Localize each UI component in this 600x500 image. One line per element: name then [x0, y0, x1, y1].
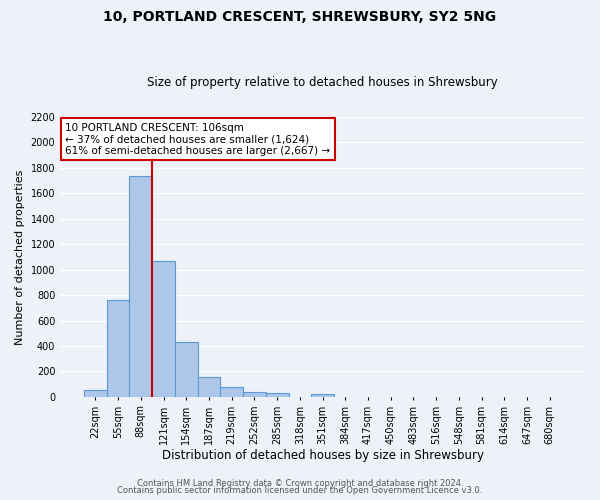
Text: Contains HM Land Registry data © Crown copyright and database right 2024.: Contains HM Land Registry data © Crown c…: [137, 478, 463, 488]
Bar: [152, 260, 175, 397]
X-axis label: Distribution of detached houses by size in Shrewsbury: Distribution of detached houses by size …: [161, 450, 484, 462]
Bar: [311, 394, 334, 397]
Y-axis label: Number of detached properties: Number of detached properties: [15, 169, 25, 344]
Bar: [220, 386, 243, 397]
Bar: [175, 342, 197, 397]
Title: Size of property relative to detached houses in Shrewsbury: Size of property relative to detached ho…: [147, 76, 498, 90]
Text: Contains public sector information licensed under the Open Government Licence v3: Contains public sector information licen…: [118, 486, 482, 495]
Text: 10, PORTLAND CRESCENT, SHREWSBURY, SY2 5NG: 10, PORTLAND CRESCENT, SHREWSBURY, SY2 5…: [103, 10, 497, 24]
Text: 10 PORTLAND CRESCENT: 106sqm
← 37% of detached houses are smaller (1,624)
61% of: 10 PORTLAND CRESCENT: 106sqm ← 37% of de…: [65, 122, 331, 156]
Bar: [266, 393, 289, 397]
Bar: [197, 377, 220, 397]
Bar: [130, 176, 152, 397]
Bar: [84, 390, 107, 397]
Bar: [243, 392, 266, 397]
Bar: [107, 300, 130, 397]
